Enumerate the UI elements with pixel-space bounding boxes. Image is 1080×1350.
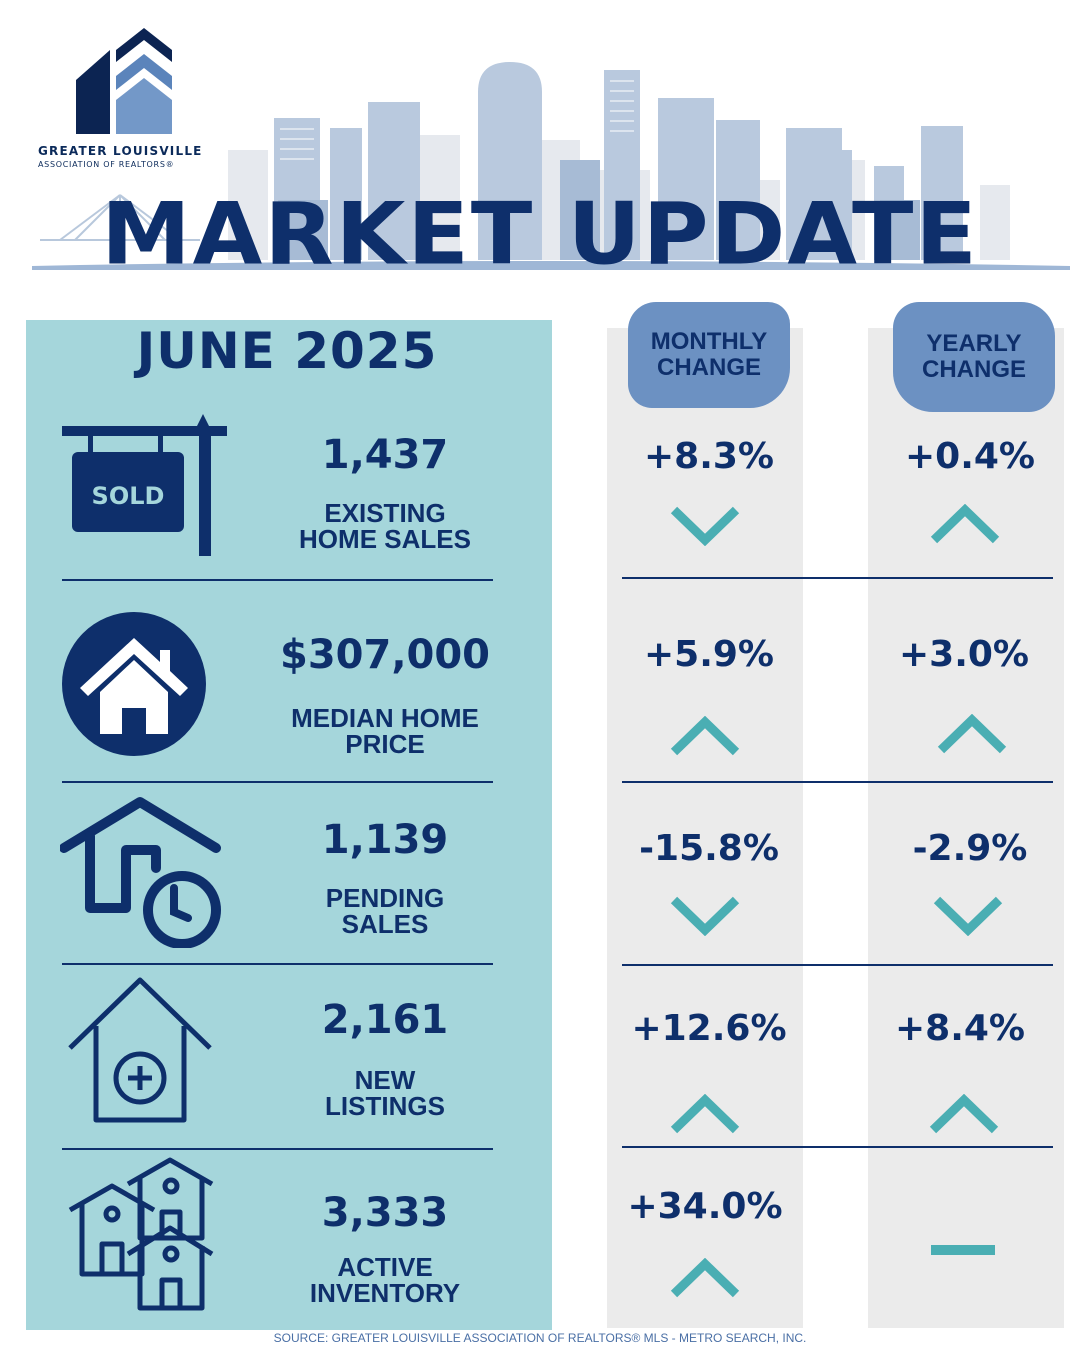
source-note: SOURCE: GREATER LOUISVILLE ASSOCIATION O…	[273, 1331, 807, 1345]
house-plus-icon	[68, 977, 212, 1123]
row-divider	[62, 963, 493, 965]
new-listings-value: 2,161	[321, 997, 449, 1043]
yearly-change-header: YEARLY CHANGE	[893, 302, 1055, 412]
monthly-change-header: MONTHLY CHANGE	[628, 302, 790, 408]
row-divider	[62, 781, 493, 783]
page-title: MARKET UPDATE	[101, 184, 979, 285]
median-price-label: MEDIAN HOME PRICE	[250, 705, 520, 757]
label-line: NEW	[354, 1065, 416, 1095]
label-line: HOME SALES	[299, 524, 471, 554]
dash-icon	[931, 1245, 995, 1255]
existing-sales-value: 1,437	[321, 432, 449, 478]
chevron-up-icon	[930, 504, 1000, 544]
label-line: INVENTORY	[309, 1278, 461, 1308]
chevron-up-icon	[937, 714, 1007, 754]
monthly-header-line1: MONTHLY	[650, 328, 768, 355]
row-divider	[622, 1146, 1053, 1148]
house-clock-icon	[60, 797, 221, 948]
yearly-header-line2: CHANGE	[921, 356, 1026, 383]
pending-sales-yearly: -2.9%	[912, 828, 1028, 869]
chevron-up-icon	[670, 1094, 740, 1134]
chevron-down-icon	[933, 896, 1003, 936]
label-line: MEDIAN HOME	[291, 703, 479, 733]
label-line: SALES	[341, 909, 429, 939]
chevron-down-icon	[670, 896, 740, 936]
row-divider	[622, 964, 1053, 966]
existing-sales-label: EXISTING HOME SALES	[250, 500, 520, 552]
houses-icon	[68, 1157, 214, 1311]
monthly-header-line2: CHANGE	[656, 354, 761, 381]
row-divider	[62, 579, 493, 581]
svg-text:SOLD: SOLD	[92, 482, 165, 510]
median-price-monthly: +5.9%	[643, 634, 774, 675]
report-period: JUNE 2025	[136, 322, 438, 380]
median-price-value: $307,000	[279, 632, 491, 678]
active-inventory-monthly: +34.0%	[627, 1186, 783, 1227]
pending-sales-value: 1,139	[321, 817, 449, 863]
label-line: EXISTING	[324, 498, 446, 528]
label-line: LISTINGS	[325, 1091, 445, 1121]
active-inventory-value: 3,333	[321, 1190, 449, 1236]
row-divider	[622, 781, 1053, 783]
logo-icon	[76, 28, 172, 134]
new-listings-label: NEW LISTINGS	[250, 1067, 520, 1119]
skyline-illustration	[32, 28, 1070, 270]
chevron-up-icon	[670, 716, 740, 756]
monthly-change-column	[607, 328, 803, 1328]
pending-sales-monthly: -15.8%	[639, 828, 779, 869]
org-name: GREATER LOUISVILLE	[38, 144, 203, 158]
new-listings-monthly: +12.6%	[631, 1008, 787, 1049]
existing-sales-yearly: +0.4%	[904, 436, 1035, 477]
chevron-up-icon	[929, 1094, 999, 1134]
house-circle-icon	[62, 612, 206, 756]
label-line: PRICE	[345, 729, 425, 759]
row-divider	[622, 577, 1053, 579]
label-line: PENDING	[325, 883, 445, 913]
existing-sales-monthly: +8.3%	[643, 436, 774, 477]
label-line: ACTIVE	[337, 1252, 433, 1282]
pending-sales-label: PENDING SALES	[250, 885, 520, 937]
row-divider	[62, 1148, 493, 1150]
chevron-up-icon	[670, 1258, 740, 1298]
org-subtitle: ASSOCIATION OF REALTORS®	[38, 160, 175, 169]
yearly-change-column	[868, 328, 1064, 1328]
sold-sign-icon: SOLD	[62, 414, 227, 556]
active-inventory-label: ACTIVE INVENTORY	[250, 1254, 520, 1306]
median-price-yearly: +3.0%	[898, 634, 1029, 675]
chevron-down-icon	[670, 506, 740, 546]
new-listings-yearly: +8.4%	[894, 1008, 1025, 1049]
yearly-header-line1: YEARLY	[926, 330, 1022, 357]
